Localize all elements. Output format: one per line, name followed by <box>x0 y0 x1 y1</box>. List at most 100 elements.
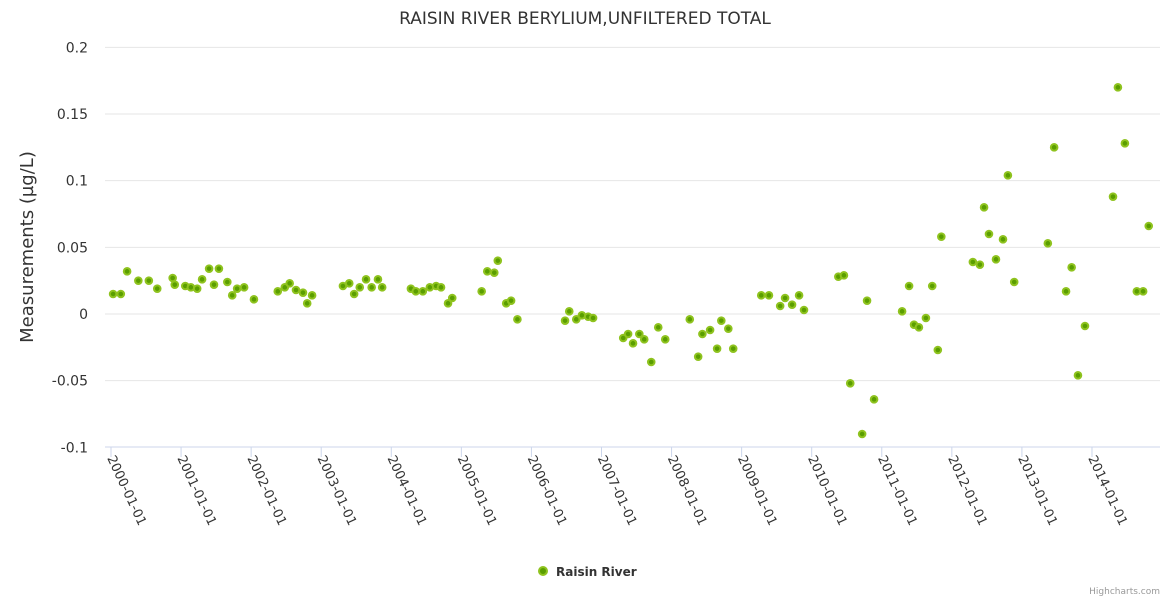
data-point[interactable] <box>897 307 907 316</box>
data-point[interactable] <box>571 315 581 324</box>
data-point[interactable] <box>227 291 237 300</box>
data-point[interactable] <box>489 268 499 277</box>
data-point[interactable] <box>197 275 207 284</box>
data-point[interactable] <box>705 325 715 335</box>
data-point[interactable] <box>984 229 994 239</box>
credits-link[interactable]: Highcharts.com <box>1089 587 1160 597</box>
data-point[interactable] <box>447 293 457 303</box>
data-point[interactable] <box>1080 321 1090 331</box>
data-point[interactable] <box>377 283 387 292</box>
data-point[interactable] <box>152 284 162 293</box>
data-point[interactable] <box>1003 171 1013 180</box>
data-point[interactable] <box>775 301 785 311</box>
data-point[interactable] <box>116 289 126 299</box>
data-point[interactable] <box>921 313 931 323</box>
data-point[interactable] <box>968 257 978 267</box>
legend-item-raisin-river[interactable]: Raisin River <box>538 565 637 579</box>
data-point[interactable] <box>862 296 872 305</box>
data-point[interactable] <box>991 255 1001 264</box>
data-point[interactable] <box>355 283 365 292</box>
data-point[interactable] <box>794 291 804 300</box>
data-point[interactable] <box>361 275 371 284</box>
data-point[interactable] <box>108 289 118 299</box>
data-point[interactable] <box>560 316 570 325</box>
data-point[interactable] <box>764 291 774 300</box>
data-point[interactable] <box>493 256 503 265</box>
data-point[interactable] <box>937 232 946 241</box>
data-point[interactable] <box>623 329 633 339</box>
data-point[interactable] <box>349 289 359 299</box>
data-point[interactable] <box>639 335 649 344</box>
data-point[interactable] <box>653 323 663 332</box>
data-point[interactable] <box>1049 143 1059 152</box>
data-point[interactable] <box>418 287 428 296</box>
data-point[interactable] <box>482 267 492 276</box>
data-point[interactable] <box>249 295 259 304</box>
data-point[interactable] <box>839 271 849 280</box>
data-point[interactable] <box>168 273 177 283</box>
data-point[interactable] <box>564 307 574 316</box>
data-point[interactable] <box>411 287 421 296</box>
data-point[interactable] <box>170 280 180 289</box>
data-point[interactable] <box>144 276 154 285</box>
data-point[interactable] <box>443 299 453 308</box>
data-point[interactable] <box>927 281 937 291</box>
data-point[interactable] <box>1138 287 1148 296</box>
data-point[interactable] <box>756 291 766 300</box>
data-point[interactable] <box>1120 139 1130 148</box>
data-point[interactable] <box>273 287 283 296</box>
data-point[interactable] <box>728 344 738 353</box>
data-point[interactable] <box>904 281 914 291</box>
data-point[interactable] <box>302 299 312 308</box>
data-point[interactable] <box>192 284 202 293</box>
data-point[interactable] <box>588 313 598 323</box>
data-point[interactable] <box>693 352 703 361</box>
data-point[interactable] <box>373 275 383 284</box>
data-point[interactable] <box>698 329 707 339</box>
data-point[interactable] <box>214 264 224 273</box>
data-point[interactable] <box>635 329 644 339</box>
data-point[interactable] <box>869 395 879 404</box>
data-point[interactable] <box>628 339 638 348</box>
data-point[interactable] <box>209 280 219 289</box>
data-point[interactable] <box>344 279 354 288</box>
data-point[interactable] <box>134 276 143 285</box>
data-point[interactable] <box>122 267 132 276</box>
data-point[interactable] <box>717 316 726 325</box>
data-point[interactable] <box>857 429 867 439</box>
data-point[interactable] <box>1073 371 1083 380</box>
data-point[interactable] <box>1009 277 1019 287</box>
data-point[interactable] <box>933 345 943 355</box>
data-point[interactable] <box>513 315 522 324</box>
data-point[interactable] <box>1113 83 1123 92</box>
data-point[interactable] <box>780 293 790 303</box>
data-point[interactable] <box>845 379 855 388</box>
data-point[interactable] <box>787 300 797 309</box>
data-point[interactable] <box>223 277 232 287</box>
data-point[interactable] <box>285 279 294 288</box>
data-point[interactable] <box>367 283 376 292</box>
data-point[interactable] <box>914 323 924 332</box>
data-point[interactable] <box>660 335 670 344</box>
data-point[interactable] <box>998 235 1008 244</box>
data-point[interactable] <box>298 288 308 297</box>
data-point[interactable] <box>239 283 249 292</box>
data-point[interactable] <box>799 305 809 315</box>
data-point[interactable] <box>436 283 446 292</box>
data-point[interactable] <box>232 284 242 293</box>
data-point[interactable] <box>1144 221 1154 231</box>
data-point[interactable] <box>204 264 214 273</box>
data-point[interactable] <box>1043 239 1053 248</box>
data-point[interactable] <box>979 203 989 212</box>
data-point[interactable] <box>307 291 317 300</box>
data-point[interactable] <box>506 296 516 305</box>
data-point[interactable] <box>1061 287 1071 296</box>
data-point[interactable] <box>646 357 656 367</box>
data-point[interactable] <box>1067 263 1076 272</box>
data-point[interactable] <box>291 285 301 295</box>
data-point[interactable] <box>712 344 722 353</box>
data-point[interactable] <box>724 324 733 333</box>
data-point[interactable] <box>1108 192 1118 201</box>
data-point[interactable] <box>685 315 695 324</box>
data-point[interactable] <box>975 260 985 269</box>
